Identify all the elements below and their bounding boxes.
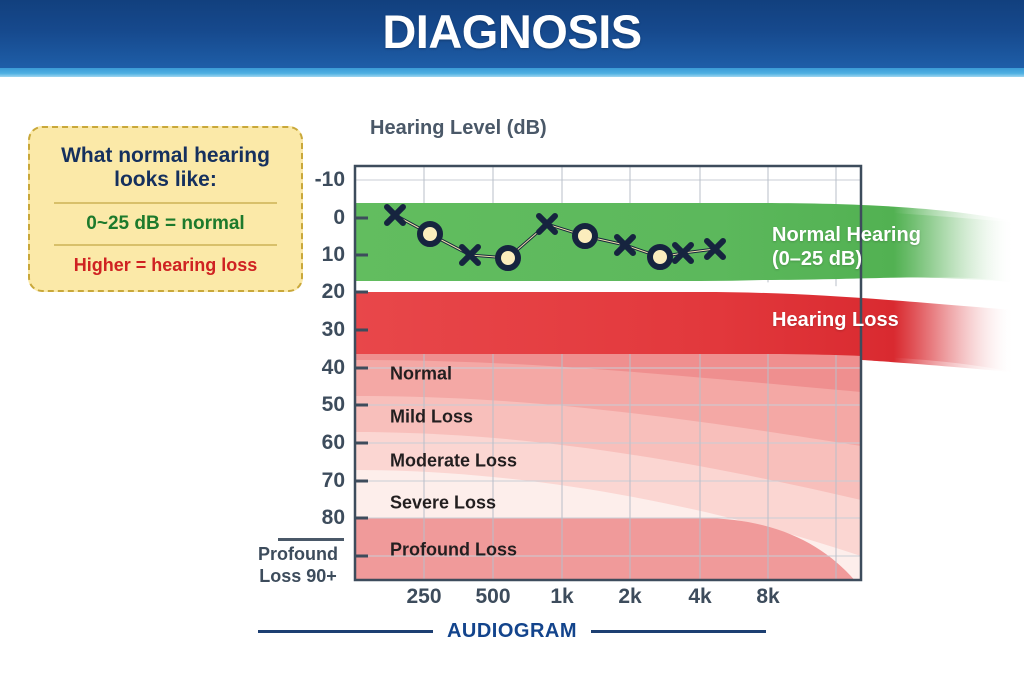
y-tick-label: 40 <box>321 356 345 379</box>
profound-axis-label: Profound Loss 90+ <box>248 544 348 587</box>
info-box-divider-top <box>54 202 277 205</box>
header-accent-stripe <box>0 68 1024 77</box>
profound-axis-label-line1: Profound <box>258 544 338 564</box>
marker-x <box>459 244 481 266</box>
info-box-title-line1: What normal hearing <box>61 144 270 167</box>
marker-x <box>536 213 558 235</box>
y-tick-label: 10 <box>321 243 345 266</box>
y-tick-label: 30 <box>321 318 345 341</box>
header-band <box>0 0 1024 68</box>
x-tick-label: 8k <box>756 585 780 608</box>
y-tick-label: 0 <box>333 206 345 229</box>
band-separator <box>355 281 1012 310</box>
profound-axis-label-line2: Loss 90+ <box>259 565 337 586</box>
zone-label-moderate: Moderate Loss <box>390 450 518 471</box>
marker-x <box>384 204 406 226</box>
zone-label-profound: Profound Loss <box>390 539 517 560</box>
callout-hearing-loss: Hearing Loss <box>772 309 899 331</box>
y-axis-ticks <box>355 216 368 558</box>
chart-axis-title: Hearing Level (dB) <box>370 117 547 139</box>
x-tick-label: 1k <box>550 585 574 608</box>
info-box-divider-bottom <box>54 244 277 247</box>
zone-label-severe: Severe Loss <box>390 492 497 513</box>
zone-label-normal: Normal <box>390 363 453 384</box>
y-tick-label: 50 <box>321 393 345 416</box>
zone-band-profound-2 <box>355 518 861 580</box>
x-tick-label: 2k <box>618 585 642 608</box>
callout-normal-hearing: Normal Hearing (0–25 dB) <box>772 224 921 271</box>
footer-label: AUDIOGRAM <box>446 620 578 642</box>
x-tick-label: 4k <box>688 585 712 608</box>
footer-rule-right <box>591 630 767 633</box>
zone-label-mild: Mild Loss <box>390 406 474 427</box>
y-tick-label: 60 <box>321 431 345 454</box>
y-tick-label: 20 <box>321 280 345 303</box>
x-tick-label: 500 <box>475 585 511 608</box>
marker-x <box>672 242 694 264</box>
y-tick-label: 70 <box>321 469 345 492</box>
left-ear-markers <box>384 204 726 266</box>
page-title: DIAGNOSIS <box>382 5 642 58</box>
marker-x <box>614 234 636 256</box>
profound-axis-divider <box>278 538 344 541</box>
info-box-higher-note: Higher = hearing loss <box>73 255 258 276</box>
callout-normal-hearing-line2: (0–25 dB) <box>772 247 863 270</box>
x-axis-labels: 250 500 1k 2k 4k 8k <box>0 585 1024 615</box>
marker-o <box>572 223 598 249</box>
y-tick-label: 80 <box>321 506 345 529</box>
normal-hearing-info-box: What normal hearing looks like: 0~25 dB … <box>28 126 303 293</box>
plot-frame <box>353 164 863 582</box>
marker-o <box>495 245 521 271</box>
y-tick-label: -10 <box>314 168 345 191</box>
y-axis-labels: -10 0 10 20 30 40 50 60 70 80 <box>285 0 345 682</box>
hearing-loss-banner <box>355 292 1012 372</box>
x-tick-label: 250 <box>406 585 442 608</box>
callout-normal-hearing-line1: Normal Hearing <box>772 224 921 246</box>
marker-x <box>704 238 726 260</box>
info-box-normal-range: 0~25 dB = normal <box>86 213 245 235</box>
severity-zone-bands <box>355 292 861 580</box>
info-box-title: What normal hearing looks like: <box>42 144 289 192</box>
audiogram-footer: AUDIOGRAM <box>0 620 1024 643</box>
info-box-title-line2: looks like: <box>114 168 217 192</box>
footer-rule-left <box>257 630 433 633</box>
right-ear-markers <box>417 221 673 271</box>
marker-o <box>647 244 673 270</box>
hearing-loss-banner-extension <box>355 292 1012 372</box>
marker-o <box>417 221 443 247</box>
